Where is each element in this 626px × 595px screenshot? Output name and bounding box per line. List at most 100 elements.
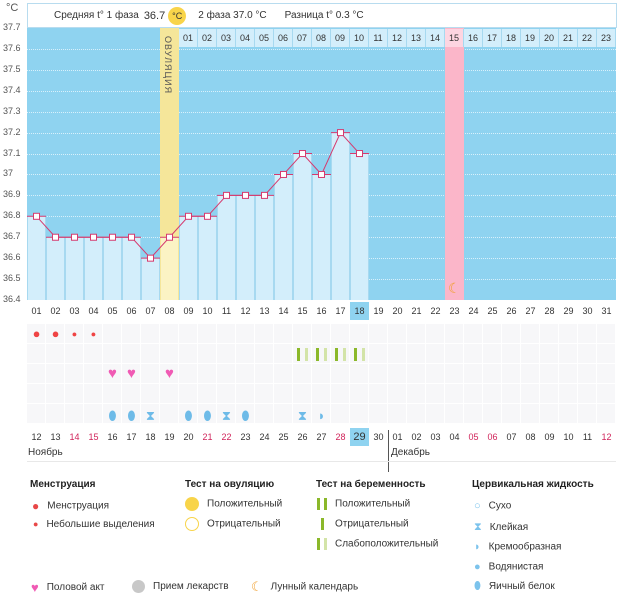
temperature-point[interactable] [33,212,40,220]
gridline [27,153,616,155]
post-ovulation-day-label: 12 [388,29,407,47]
temperature-point[interactable] [204,212,211,220]
temperature-point[interactable] [337,129,344,137]
ovulation-label: ОВУЛЯЦИЯ [163,36,173,95]
cycle-day-label: 31 [601,306,612,316]
temperature-bar [103,237,122,300]
temperature-point[interactable] [52,233,59,241]
temperature-bar [198,216,217,300]
y-tick-label: 37.1 [3,147,21,158]
y-tick-label: 36.6 [3,252,21,263]
two-lines-icon [317,498,327,510]
legend-dry: Сухо [488,500,512,512]
calendar-date: 03 [430,432,441,442]
calendar-date: 27 [316,432,327,442]
gridline [27,48,616,50]
post-ovulation-day-label: 14 [426,29,445,47]
post-ovulation-day-label: 21 [559,29,578,47]
calendar-date: 12 [601,432,612,442]
one-line-icon [321,518,331,530]
cycle-day-label: 19 [373,306,384,316]
temperature-point[interactable] [71,233,78,241]
temperature-point[interactable] [166,233,173,241]
calendar-date: 16 [107,432,118,442]
cycle-day-label: 28 [544,306,555,316]
legend-intercourse: Половой акт [46,582,105,594]
temperature-bar [312,174,331,300]
cycle-day-label: 03 [69,306,80,316]
cycle-day-label: 13 [259,306,270,316]
temperature-bar [27,216,46,300]
pregnancy-test-weak-icon [331,344,350,369]
legend-menstruation: Менструация [47,500,109,512]
gridline [27,111,616,113]
calendar-date: 09 [544,432,555,442]
heart-icon: ♥ [108,365,117,382]
egg-white-icon: ⬮ [108,408,117,423]
temperature-bar [236,195,255,300]
post-ovulation-day-label: 01 [179,29,198,47]
egg-white-icon: ⬮ [241,408,250,423]
legend-moon: Лунный календарь [270,581,359,593]
creamy-icon: ◗ [474,541,481,553]
post-ovulation-day-label: 08 [312,29,331,47]
temperature-point[interactable] [109,233,116,241]
sticky-icon: ⧗ [221,408,232,423]
temperature-point[interactable] [223,191,230,199]
temperature-point[interactable] [90,233,97,241]
calendar-date: 04 [449,432,460,442]
cycle-day-label: 22 [430,306,441,316]
heart-icon: ♥ [127,365,136,382]
egg-white-icon: ⬮ [474,580,481,592]
cycle-day-label: 18 [350,302,369,320]
temperature-bar [160,237,179,300]
legend-pregnancy-weak: Слабоположительный [335,538,439,550]
y-axis-unit: °C [6,2,19,14]
temperature-line-chart [27,129,369,262]
calendar-date: 10 [563,432,574,442]
ovulation-column [160,28,179,238]
calendar-date: 15 [88,432,99,442]
temperature-point[interactable] [185,212,192,220]
egg-white-icon: ⬮ [184,408,193,423]
post-ovulation-day-label: 20 [540,29,559,47]
heart-icon: ♥ [31,580,39,595]
temperature-bar [46,237,65,300]
legend-creamy: Кремообразная [488,541,562,553]
temperature-point[interactable] [147,254,154,262]
calendar-date: 26 [297,432,308,442]
calendar-date: 02 [411,432,422,442]
post-ovulation-day-label: 19 [521,29,540,47]
sticky-icon: ⧗ [145,408,156,423]
cycle-day-label: 14 [278,306,289,316]
spotting-drop-icon: ● [90,329,97,339]
small-drop-icon: ● [33,519,39,530]
temperature-point[interactable] [299,150,306,158]
calendar-date: 05 [468,432,479,442]
temperature-chart: 01 02 03 04 05 06 07 08 09 10 11 12 13 14 15 16 17 18 19 20… [27,28,616,300]
temperature-point[interactable] [280,170,287,178]
phase-summary: Средняя t° 1 фаза 36.7 °C 2 фаза 37.0 °C… [27,3,617,28]
legend-title-ovulation-test: Тест на овуляцию [185,479,275,490]
sticky-icon: ⧗ [297,408,308,423]
post-ovulation-day-label: 15 [445,29,464,47]
legend-sticky: Клейкая [489,522,529,534]
calendar-date: 20 [183,432,194,442]
cycle-day-label: 10 [202,306,213,316]
temperature-point[interactable] [242,191,249,199]
temperature-bar [274,174,293,300]
cycle-day-label: 23 [449,306,460,316]
post-ovulation-day-label: 07 [293,29,312,47]
y-tick-label: 37.2 [3,126,21,137]
temperature-point[interactable] [318,170,325,178]
cycle-day-label: 05 [107,306,118,316]
sticky-icon: ⧗ [474,521,482,533]
calendar-date: 22 [221,432,232,442]
circle-outline-icon [185,517,199,531]
temperature-point[interactable] [128,233,135,241]
y-tick-label: 36.4 [3,294,21,304]
temperature-bar [217,195,236,300]
temperature-point[interactable] [356,150,363,158]
temperature-point[interactable] [261,191,268,199]
post-ovulation-day-label: 10 [350,29,369,47]
